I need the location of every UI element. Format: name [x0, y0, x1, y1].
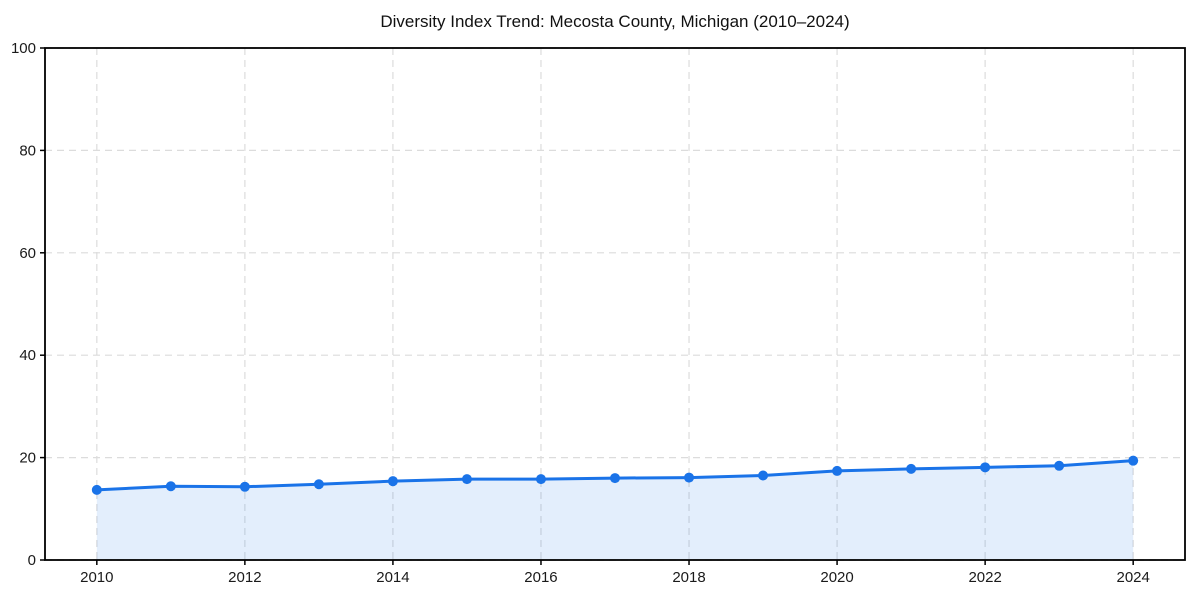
- data-point: [758, 470, 769, 481]
- x-tick-label: 2018: [672, 569, 705, 586]
- data-point: [980, 462, 991, 473]
- data-point: [165, 481, 176, 492]
- data-point: [387, 476, 398, 487]
- data-point: [239, 481, 250, 492]
- x-tick-label: 2014: [376, 569, 409, 586]
- x-tick-label: 2022: [968, 569, 1001, 586]
- data-point: [1054, 460, 1065, 471]
- series-area-fill: [96, 460, 1134, 560]
- data-point: [91, 484, 102, 495]
- data-point: [906, 463, 917, 474]
- y-tick-label: 20: [19, 450, 36, 467]
- axes-frame: [44, 47, 1186, 561]
- data-point: [313, 479, 324, 490]
- x-tick-label: 2024: [1116, 569, 1149, 586]
- chart-title: Diversity Index Trend: Mecosta County, M…: [380, 12, 850, 31]
- data-point: [535, 474, 546, 485]
- x-tick-label: 2012: [228, 569, 261, 586]
- data-point: [684, 472, 695, 483]
- x-tick-label: 2010: [80, 569, 113, 586]
- y-tick-label: 0: [28, 552, 36, 569]
- data-point: [832, 465, 843, 476]
- data-point: [610, 473, 620, 484]
- x-tick-label: 2016: [524, 569, 557, 586]
- y-tick-label: 80: [19, 142, 36, 159]
- y-tick-label: 60: [19, 245, 36, 262]
- data-point: [1128, 455, 1139, 466]
- data-point: [461, 474, 472, 485]
- y-tick-label: 100: [11, 40, 36, 57]
- y-tick-label: 40: [19, 347, 36, 364]
- x-tick-label: 2020: [820, 569, 853, 586]
